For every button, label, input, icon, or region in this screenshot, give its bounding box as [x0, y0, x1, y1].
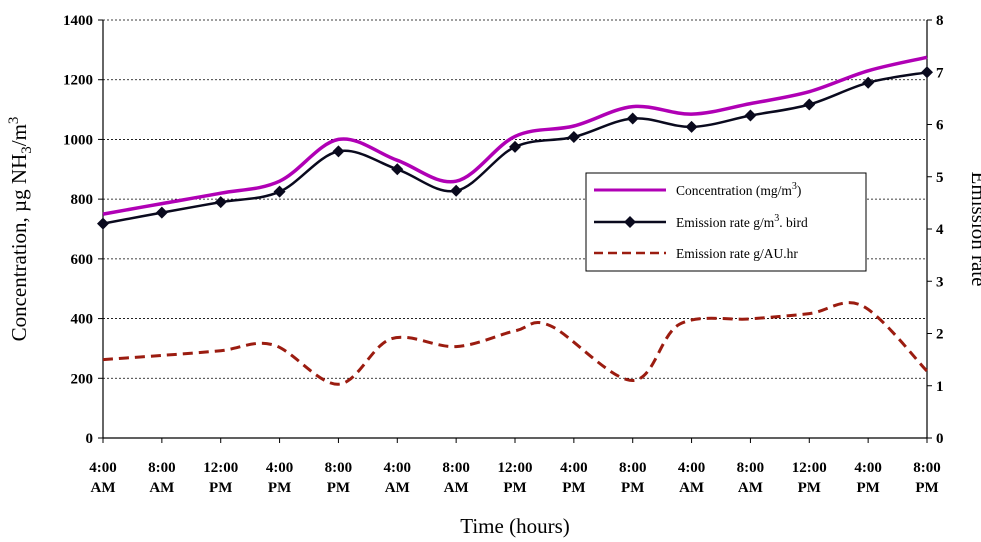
y-tick-label-right: 4: [936, 222, 944, 238]
data-point-diamond: [155, 206, 168, 219]
y-tick-label-left: 1000: [63, 132, 93, 148]
y-tick-label-right: 8: [936, 13, 944, 29]
x-tick-label: 8:00 AM: [442, 460, 470, 496]
data-point-diamond: [744, 109, 757, 122]
y-tick-label-left: 1400: [63, 13, 93, 29]
y-tick-label-right: 0: [936, 431, 944, 447]
x-tick-label: 4:00 AM: [384, 460, 412, 496]
data-point-diamond: [332, 145, 345, 158]
data-point-diamond: [862, 76, 875, 89]
y-tick-label-left: 200: [71, 371, 94, 387]
x-tick-label: 4:00 PM: [560, 460, 588, 496]
x-tick-label: 12:00 PM: [792, 460, 827, 496]
y-axis-right-title: Emission rate: [967, 172, 981, 287]
legend: Concentration (mg/m3) Emission rate g/m3…: [585, 172, 867, 272]
x-axis-title: Time (hours): [460, 514, 569, 538]
data-point-diamond: [450, 184, 463, 197]
x-tick-label: 4:00 AM: [678, 460, 706, 496]
data-point-diamond: [391, 163, 404, 176]
x-tick-label: 8:00 PM: [619, 460, 647, 496]
x-tick-label: 8:00 AM: [148, 460, 176, 496]
x-tick-label: 4:00 PM: [266, 460, 294, 496]
y-tick-label-right: 5: [936, 170, 944, 186]
data-point-diamond: [626, 112, 639, 125]
series-line-emission-au: [102, 301, 929, 386]
data-point-diamond: [685, 120, 698, 133]
y-tick-label-right: 7: [936, 65, 944, 81]
series-line-emission-bird: [102, 71, 928, 225]
x-tick-label: 12:00 PM: [203, 460, 238, 496]
x-tick-label: 8:00 PM: [325, 460, 353, 496]
legend-label-emission-au: Emission rate g/AU.hr: [676, 246, 798, 261]
x-tick-label: 4:00 PM: [854, 460, 882, 496]
y-tick-label-right: 1: [936, 379, 944, 395]
data-point-diamond: [803, 98, 816, 111]
data-point-diamond: [509, 140, 521, 153]
y-tick-label-right: 3: [936, 274, 944, 290]
x-tick-label: 8:00 PM: [913, 460, 941, 496]
legend-label-concentration: Concentration (mg/m3): [676, 181, 801, 198]
legend-label-emission-bird: Emission rate g/m3. bird: [676, 213, 808, 230]
y-axis-left-title: Concentration, µg NH3/m3: [6, 117, 35, 342]
tick-labels: 0 200 400 600 800 1000 1200 1400 0 1 2 3 4 5 6 7 8 4:00 AM…: [63, 13, 944, 496]
y-tick-label-right: 6: [936, 118, 944, 134]
data-point-diamond: [567, 131, 580, 144]
x-tick-label: 12:00 PM: [498, 460, 533, 496]
legend-marker-diamond: [624, 216, 636, 228]
series-line-concentration: [102, 55, 928, 216]
y-tick-label-left: 400: [71, 312, 94, 328]
y-tick-label-left: 0: [86, 431, 94, 447]
y-tick-label-left: 800: [71, 192, 94, 208]
y-tick-label-left: 1200: [63, 73, 93, 89]
x-tick-label: 8:00 AM: [737, 460, 765, 496]
y-tick-label-right: 2: [936, 327, 944, 343]
series: [97, 55, 933, 386]
y-tick-label-left: 600: [71, 252, 94, 268]
data-point-diamond: [273, 185, 286, 198]
data-point-diamond: [97, 217, 109, 230]
data-point-diamond: [921, 66, 933, 79]
data-point-diamond: [214, 196, 227, 209]
x-tick-label: 4:00 AM: [89, 460, 117, 496]
